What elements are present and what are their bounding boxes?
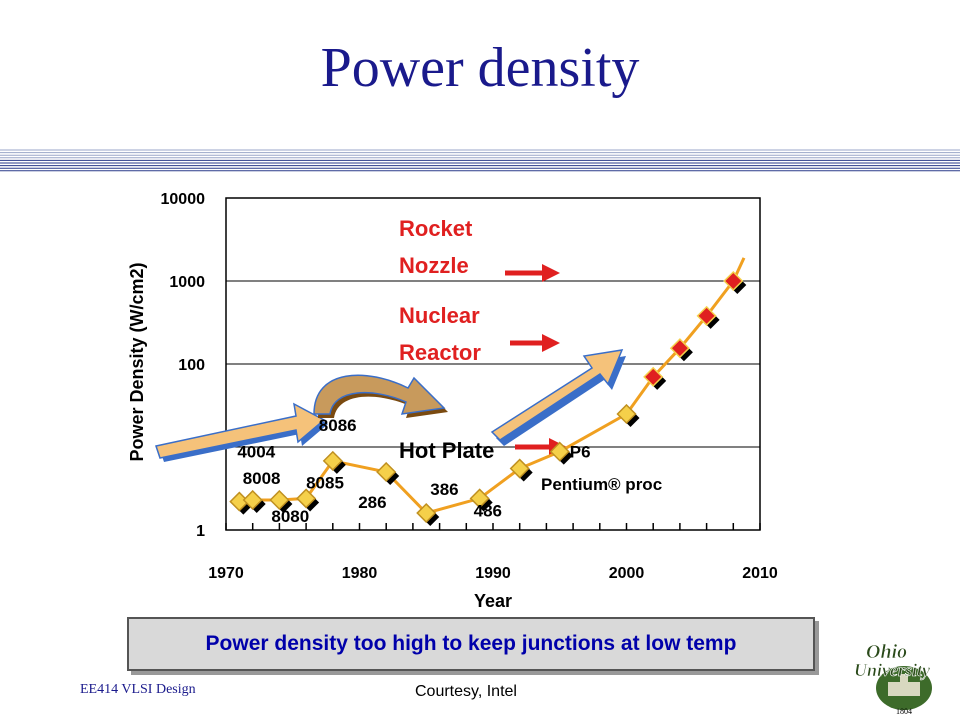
y-tick-label: 1000 [169, 274, 205, 291]
decorative-arrow-right [490, 349, 626, 446]
point-label: P6 [570, 443, 591, 462]
grid-lines [226, 280, 760, 448]
logo-year: 1804 [896, 707, 912, 716]
power-density-chart: 1 100 1000 10000 1970 1980 1990 2000 2010 Power… [127, 191, 778, 611]
zone-label-reactor: Reactor [399, 340, 481, 365]
point-labels: 4004 8008 8080 8085 8086 286 386 486 P6 [237, 416, 590, 526]
point-label: 8085 [306, 473, 344, 492]
courtesy-footer: Courtesy, Intel [415, 683, 517, 700]
x-tick-label: 1990 [475, 565, 511, 582]
data-marker [242, 489, 263, 511]
y-tick-label: 100 [178, 357, 205, 374]
data-marker [643, 366, 664, 387]
y-tick-label: 10000 [161, 191, 206, 208]
y-tick-labels: 1 100 1000 10000 [161, 191, 206, 540]
data-marker [723, 270, 744, 292]
point-label: 486 [474, 501, 502, 520]
point-label: 286 [358, 493, 386, 512]
x-ticks [225, 523, 761, 530]
course-footer: EE414 VLSI Design [80, 682, 196, 697]
zone-label-hot-plate: Hot Plate [399, 438, 494, 463]
x-axis-title: Year [474, 591, 512, 611]
caption-box: Power density too high to keep junctions… [127, 617, 815, 671]
logo-word-ohio: Ohio [866, 641, 907, 663]
label-pentium-proc: Pentium® proc [541, 475, 662, 494]
decorative-arrow-left [155, 402, 328, 462]
data-marker [322, 450, 343, 471]
x-tick-labels: 1970 1980 1990 2000 2010 [208, 565, 778, 582]
zone-label-nozzle: Nozzle [399, 253, 469, 278]
data-marker [296, 488, 317, 509]
point-label: 8086 [319, 416, 357, 435]
point-label: 8008 [243, 469, 281, 488]
nuclear-reactor-arrow [510, 334, 560, 352]
logo-word-university: University [854, 660, 931, 680]
data-marker [469, 488, 490, 509]
data-marker [696, 305, 717, 326]
point-label: 386 [430, 480, 458, 499]
x-tick-label: 2000 [609, 565, 645, 582]
y-axis-title: Power Density (W/cm2) [127, 262, 147, 461]
power-density-series [229, 257, 747, 527]
data-marker [509, 458, 530, 479]
y-tick-label: 1 [196, 523, 205, 540]
data-marker [669, 338, 690, 359]
x-tick-label: 1970 [208, 565, 244, 582]
x-tick-label: 1980 [342, 565, 378, 582]
decorative-curved-arrow [313, 374, 448, 418]
data-marker [269, 489, 290, 511]
data-marker [616, 403, 637, 425]
data-marker [416, 502, 437, 524]
point-label: 8080 [271, 507, 309, 526]
point-label: 4004 [237, 443, 275, 462]
zone-label-nuclear: Nuclear [399, 303, 480, 328]
data-marker [376, 461, 397, 483]
x-tick-label: 2010 [742, 565, 778, 582]
zone-label-rocket: Rocket [399, 216, 473, 241]
title-divider [0, 149, 960, 172]
ohio-university-logo: Ohio University 1804 [854, 641, 932, 716]
rocket-nozzle-arrow [505, 264, 560, 282]
data-marker [549, 441, 570, 462]
slide-title: Power density [320, 37, 640, 99]
